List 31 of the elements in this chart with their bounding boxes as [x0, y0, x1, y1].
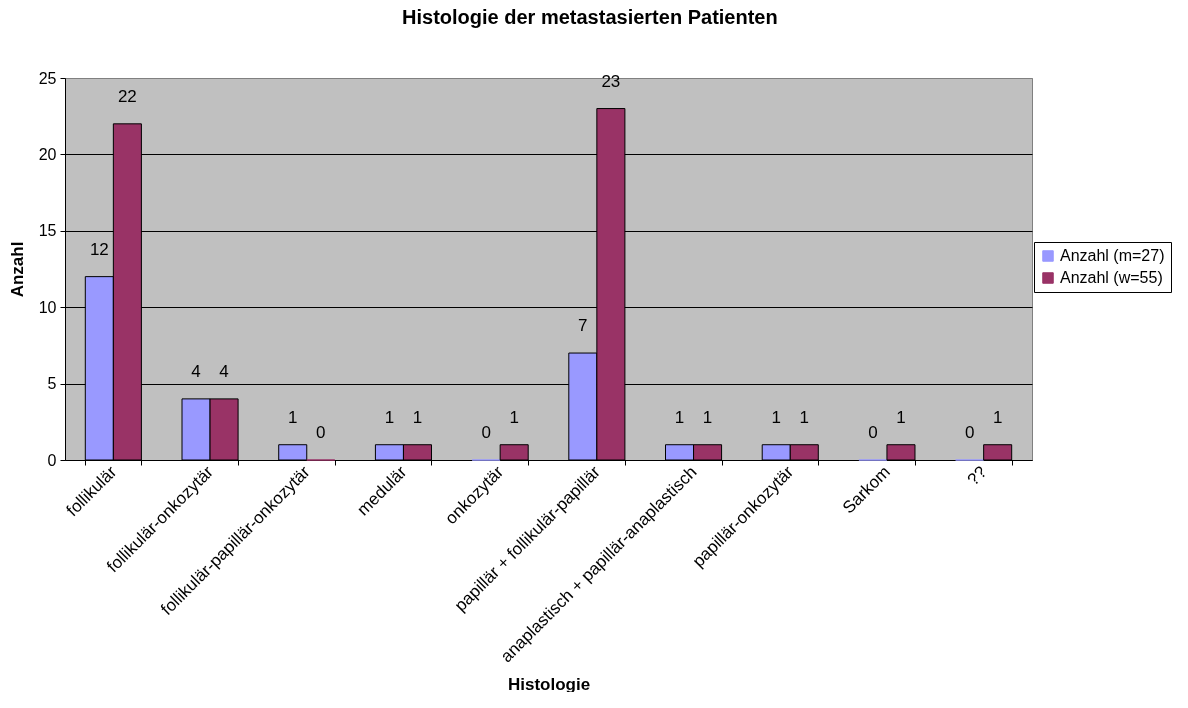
data-label: 0: [868, 423, 878, 442]
data-label: 1: [412, 407, 423, 427]
y-axis-title: Anzahl: [7, 241, 27, 298]
data-label: 12: [89, 239, 109, 259]
data-label: 1: [771, 407, 781, 427]
data-label: 0: [964, 423, 975, 442]
y-tick-label: 10: [38, 298, 57, 316]
chart-title: Histologie der metastasierten Patienten: [402, 6, 778, 28]
y-tick-label: 20: [38, 145, 57, 163]
data-label: 1: [509, 407, 519, 427]
data-label: 1: [702, 407, 713, 427]
data-label: 1: [799, 407, 810, 427]
y-tick-label: 0: [47, 451, 57, 469]
data-label: 4: [191, 361, 201, 381]
y-tick-label: 15: [38, 222, 57, 240]
data-label: 23: [601, 71, 621, 91]
data-label: 1: [287, 407, 298, 427]
x-tick-label: ??: [963, 462, 991, 490]
data-label: 0: [316, 423, 326, 442]
data-label: 22: [117, 86, 137, 106]
data-label: 1: [674, 407, 685, 427]
data-label: 7: [578, 316, 588, 336]
data-label: 1: [384, 407, 395, 427]
legend-label: Anzahl (m=27): [1060, 247, 1165, 264]
data-label: 1: [992, 407, 1003, 427]
y-tick-label: 25: [38, 69, 57, 87]
data-label: 0: [481, 423, 491, 442]
data-label: 4: [219, 361, 229, 381]
legend-label: Anzahl (w=55): [1060, 269, 1163, 286]
y-tick-label: 5: [47, 375, 57, 393]
data-label: 1: [896, 407, 906, 427]
